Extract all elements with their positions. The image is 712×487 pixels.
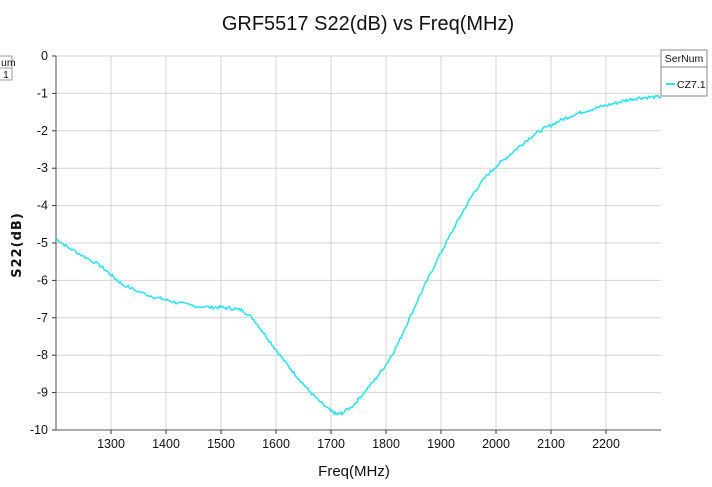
cutoff-fragment-bottom: 1 <box>3 69 9 81</box>
x-tick-label: 1400 <box>152 437 180 451</box>
cutoff-fragment-top: um <box>1 57 16 69</box>
series-line-cz7-1 <box>55 94 662 416</box>
chart-title: GRF5517 S22(dB) vs Freq(MHz) <box>222 13 514 35</box>
y-tick-label: -2 <box>37 124 48 138</box>
legend-box <box>660 49 708 97</box>
y-tick-label: -10 <box>30 423 48 437</box>
y-tick-label: -4 <box>37 199 48 213</box>
x-tick-label: 1900 <box>427 437 455 451</box>
y-tick-label: 0 <box>41 49 48 63</box>
x-tick-label: 1500 <box>207 437 235 451</box>
legend: SerNum CZ7.1 <box>660 49 708 97</box>
y-tick-label: -6 <box>37 273 48 287</box>
y-axis-label: S22(dB) <box>10 212 25 278</box>
y-tick-label: -1 <box>37 86 48 100</box>
y-tick-label: -8 <box>37 348 48 362</box>
y-tick-label: -7 <box>37 311 48 325</box>
x-axis-label: Freq(MHz) <box>318 463 390 480</box>
x-tick-label: 2100 <box>537 437 565 451</box>
y-tick-label: -3 <box>37 161 48 175</box>
x-tick-label: 2200 <box>592 437 620 451</box>
y-tick-label: -5 <box>37 236 48 250</box>
x-tick-label: 1600 <box>262 437 290 451</box>
tick-labels: 1300 1400 1500 1600 1700 1800 1900 2000 2100 2200… <box>30 49 620 451</box>
legend-series-name: CZ7.1 <box>677 79 706 91</box>
x-tick-label: 2000 <box>482 437 510 451</box>
series-layer <box>55 94 662 416</box>
y-tick-label: -9 <box>37 386 48 400</box>
cutoff-legend-fragment: um 1 <box>0 55 16 81</box>
axes <box>52 55 661 434</box>
x-tick-label: 1300 <box>97 437 125 451</box>
legend-title: SerNum <box>665 53 704 65</box>
grid <box>56 55 661 431</box>
x-tick-label: 1700 <box>317 437 345 451</box>
x-tick-label: 1800 <box>372 437 400 451</box>
